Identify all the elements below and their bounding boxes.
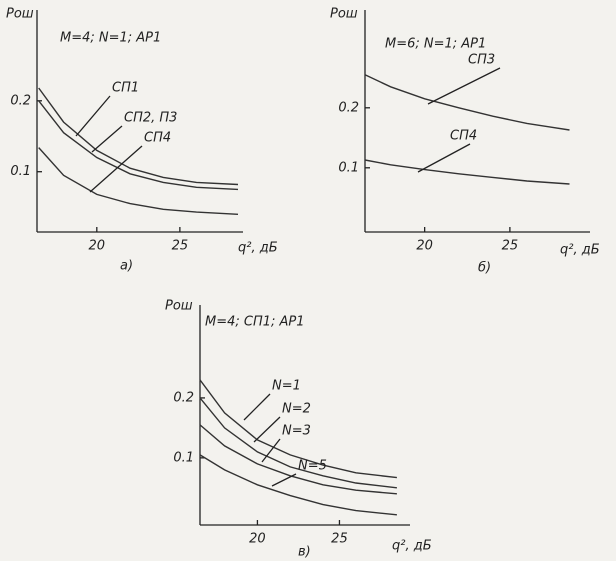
y-tick-label: 0.1 (173, 450, 194, 465)
series-label: СП4 (450, 129, 477, 144)
x-axis-label: q², дБ (238, 241, 278, 256)
curve (38, 147, 239, 215)
annotation: M=6; N=1; АР1 (385, 37, 486, 52)
curve (364, 74, 570, 131)
y-tick-label: 0.1 (10, 164, 31, 179)
series-label: N=5 (298, 459, 327, 474)
x-tick-label: 25 (331, 532, 348, 547)
curve (199, 454, 397, 516)
series-label: СП4 (144, 131, 171, 146)
y-tick-label: 0.2 (10, 93, 31, 108)
y-axis-label: Pош (6, 7, 34, 22)
x-tick-label: 20 (89, 239, 106, 254)
leader-line (261, 438, 281, 463)
curve (199, 424, 397, 495)
curve (38, 87, 239, 186)
x-tick-label: 25 (172, 239, 189, 254)
curve (38, 100, 239, 191)
leader-line (253, 416, 281, 443)
caption: в) (298, 545, 311, 560)
series-label: СП2, П3 (124, 111, 177, 126)
y-tick-label: 0.2 (338, 100, 359, 115)
y-axis-label: Pош (330, 7, 358, 22)
annotation: M=4; СП1; АР1 (205, 315, 305, 330)
y-tick-label: 0.1 (338, 160, 359, 175)
leader-line (91, 125, 123, 153)
curve (199, 379, 397, 479)
leader-line (243, 393, 271, 421)
x-axis-label: q², дБ (560, 243, 600, 258)
curve (199, 397, 397, 489)
x-tick-label: 25 (502, 239, 519, 254)
caption: б) (478, 261, 491, 276)
leader-line (75, 95, 111, 137)
curve (364, 159, 570, 185)
annotation: M=4; N=1; АР1 (60, 31, 161, 46)
x-axis-label: q², дБ (392, 539, 432, 554)
leader-line (271, 473, 297, 487)
series-label: N=2 (282, 402, 311, 417)
y-tick-label: 0.2 (173, 390, 194, 405)
x-tick-label: 20 (249, 532, 266, 547)
series-label: СП1 (112, 81, 139, 96)
caption: а) (120, 259, 133, 274)
series-label: СП3 (468, 53, 495, 68)
series-label: N=3 (282, 424, 311, 439)
x-tick-label: 20 (416, 239, 433, 254)
leader-line (417, 143, 471, 173)
leader-line (427, 67, 501, 105)
y-axis-label: Pош (165, 299, 193, 314)
leader-line (89, 145, 143, 193)
series-label: N=1 (272, 379, 301, 394)
